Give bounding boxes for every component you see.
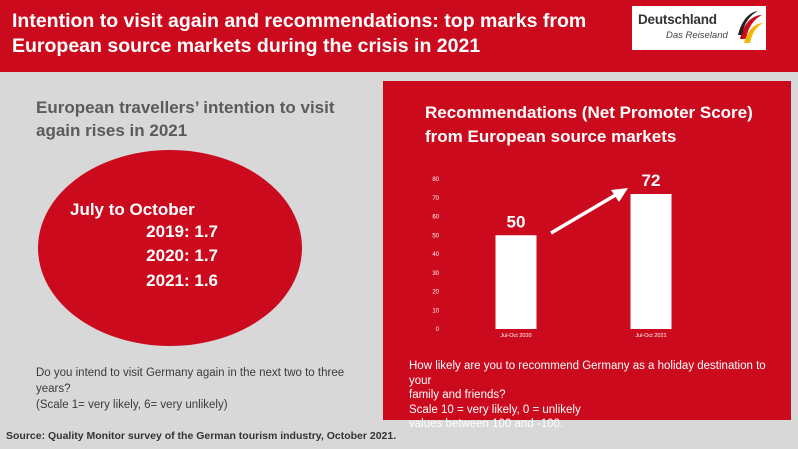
trend-arrow xyxy=(550,188,628,235)
y-tick-label: 60 xyxy=(432,215,439,221)
right-question: How likely are you to recommend Germany … xyxy=(409,359,784,432)
circle-row-2019: 2019: 1.7 xyxy=(146,222,218,241)
y-tick-label: 70 xyxy=(432,196,439,202)
right-question-line: How likely are you to recommend Germany … xyxy=(409,360,766,387)
bar-0 xyxy=(495,235,537,329)
left-scale-note: (Scale 1= very likely, 6= very unlikely) xyxy=(36,399,228,411)
logo-name: Deutschland xyxy=(638,12,717,27)
y-tick-label: 0 xyxy=(436,327,440,333)
x-tick-label: Jul-Oct 2020 xyxy=(500,333,531,339)
x-tick-label: Jul-Oct 2021 xyxy=(635,333,666,339)
header-banner: Intention to visit again and recommendat… xyxy=(0,0,798,72)
bars xyxy=(495,194,672,329)
data-label: 72 xyxy=(642,171,661,190)
logo-swoosh-icon xyxy=(738,11,763,43)
logo: Deutschland Das Reiseland xyxy=(632,6,766,50)
circle-row-2021: 2021: 1.6 xyxy=(146,271,218,290)
circle-title: July to October xyxy=(70,200,195,219)
right-heading: Recommendations (Net Promoter Score) fro… xyxy=(425,103,753,146)
data-label: 50 xyxy=(507,212,526,231)
right-question-line: Scale 10 = very likely, 0 = unlikely xyxy=(409,403,581,416)
source-note: Source: Quality Monitor survey of the Ge… xyxy=(6,430,397,442)
y-axis: 0 10 20 30 40 50 60 70 80 xyxy=(432,177,439,333)
y-tick-label: 50 xyxy=(432,233,439,239)
y-tick-label: 40 xyxy=(432,252,439,258)
right-question-line: values between 100 and -100. xyxy=(409,418,564,430)
y-tick-label: 20 xyxy=(432,290,439,296)
nps-panel: Recommendations (Net Promoter Score) fro… xyxy=(383,81,791,430)
logo-subtitle: Das Reiseland xyxy=(666,30,728,41)
summary-circle xyxy=(38,150,302,346)
data-labels: 50 72 xyxy=(507,171,661,231)
y-tick-label: 30 xyxy=(432,271,439,277)
x-axis-labels: Jul-Oct 2020 Jul-Oct 2021 xyxy=(500,333,666,339)
right-question-line: family and friends? xyxy=(409,389,506,401)
circle-row-2020: 2020: 1.7 xyxy=(146,246,218,265)
page-title: Intention to visit again and recommendat… xyxy=(12,10,587,57)
bar-1 xyxy=(630,194,672,329)
left-question: Do you intend to visit Germany again in … xyxy=(36,367,345,395)
y-tick-label: 10 xyxy=(432,308,439,314)
y-tick-label: 80 xyxy=(432,177,439,183)
left-heading: European travellers’ intention to visit … xyxy=(36,98,335,140)
